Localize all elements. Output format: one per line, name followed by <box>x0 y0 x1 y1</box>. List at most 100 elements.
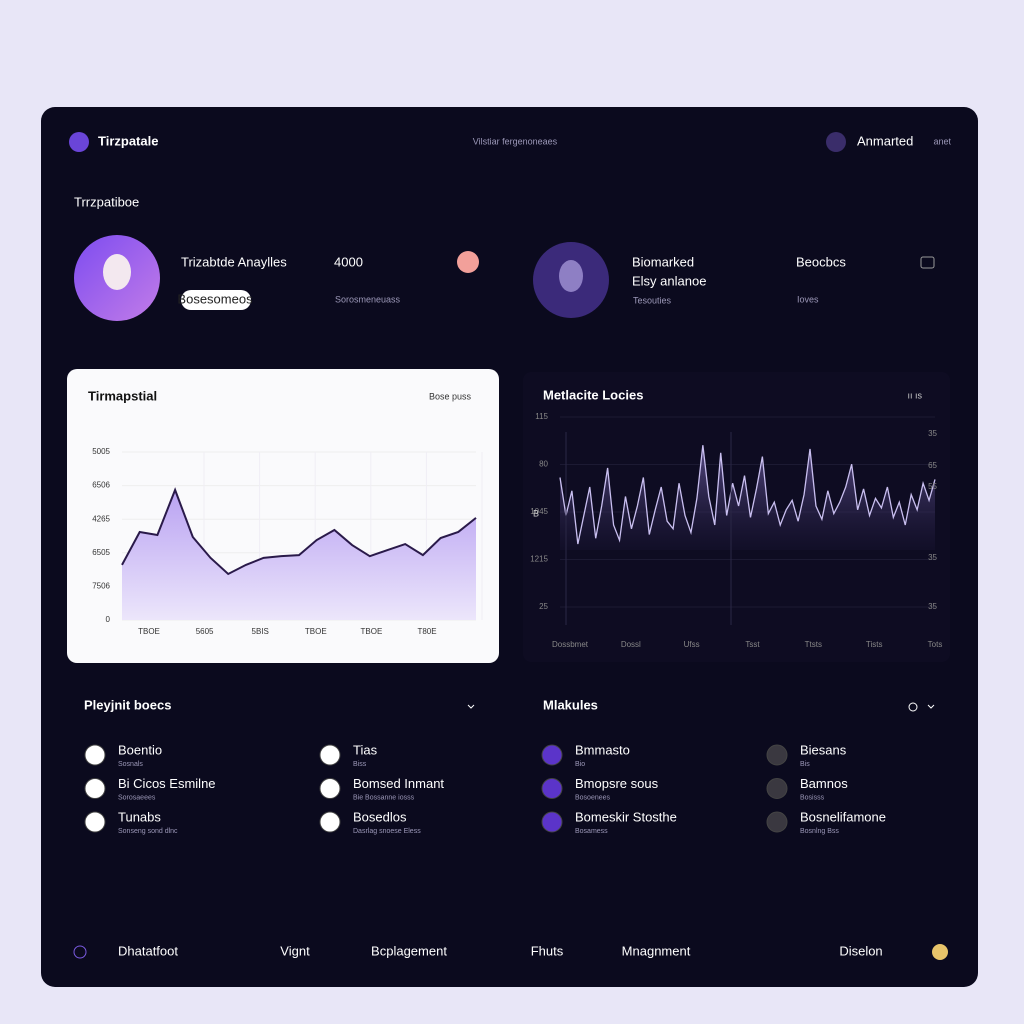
line <box>121 487 477 576</box>
nav-text: Vilstiar fergenoneaes <box>473 136 558 146</box>
user-name: Anmarted <box>857 133 913 148</box>
chart-title: Tirmapstial <box>88 388 157 403</box>
item-icon <box>541 744 563 766</box>
x-tick-label: 5605 <box>196 627 214 636</box>
logo <box>69 132 89 152</box>
option[interactable] <box>908 702 918 712</box>
item-sub: Bio <box>575 761 585 768</box>
item-sub: Biss <box>353 761 367 768</box>
y-tick-label: 7506 <box>92 582 110 591</box>
item-sub: Sosnals <box>118 761 143 768</box>
item-title: Bomeskir Stosthe <box>575 809 677 824</box>
item-title: Biesans <box>800 742 847 757</box>
avatar-face <box>103 254 131 290</box>
profile-icon[interactable] <box>457 251 479 273</box>
stat-note: Sorosmeneuass <box>335 294 401 304</box>
item-title: Bmmasto <box>575 742 630 757</box>
item-title: Tunabs <box>118 809 161 824</box>
y2-tick-label: 55 <box>928 482 937 491</box>
panel <box>41 107 978 987</box>
list-title: Mlakules <box>543 697 598 712</box>
y-tick-label: 25 <box>539 602 548 611</box>
item-sub: Bis <box>800 761 810 768</box>
item-sub: Sorosaeees <box>118 794 156 801</box>
profile-note: Tesouties <box>633 295 672 305</box>
legend: ıı ıs <box>907 390 922 400</box>
item-sub: Bosamess <box>575 828 608 835</box>
y2-tick-label: 65 <box>928 461 937 470</box>
y-tick-label: 0 <box>106 615 111 624</box>
avatar-face <box>559 260 583 292</box>
profile-name: Trizabtde Anaylles <box>181 254 287 269</box>
item-title: Bosnelifamone <box>800 809 886 824</box>
item-sub: Bosnlng Bss <box>800 828 839 835</box>
user-avatar[interactable] <box>826 132 846 152</box>
y2-tick-label: 35 <box>928 553 937 562</box>
y-tick-label: 1215 <box>530 555 548 564</box>
y2-tick-label: 35 <box>928 429 937 438</box>
chart-filter: Bose puss <box>429 391 472 401</box>
x-tick-label: Tsst <box>745 640 760 649</box>
brand: Tirzpatale <box>98 133 158 148</box>
item-title: Bi Cicos Esmilne <box>118 776 216 791</box>
stat-note: Ioves <box>797 294 819 304</box>
item-sub: Bosisss <box>800 794 825 801</box>
item-sub: Bosoenees <box>575 794 611 801</box>
item-title: Bomsed Inmant <box>353 776 444 791</box>
x-tick-label: Tists <box>866 640 883 649</box>
item-sub: Sonseng sond dlnc <box>118 828 178 835</box>
item-icon <box>84 811 106 833</box>
chevron[interactable] <box>927 704 935 709</box>
footer-link[interactable]: Mnagnment <box>622 943 691 958</box>
x-tick-label: Dossbmet <box>552 640 589 649</box>
item-icon <box>319 778 341 799</box>
item-icon <box>84 778 106 799</box>
axis-label: B <box>533 508 539 518</box>
y-tick-label: 115 <box>535 412 548 421</box>
footer-link[interactable]: Bcplagement <box>371 943 447 958</box>
item-title: Tias <box>353 742 378 757</box>
footer-link[interactable]: Fhuts <box>531 943 564 958</box>
chevron[interactable] <box>467 704 475 709</box>
y-tick-label: 6505 <box>92 548 110 557</box>
item-icon <box>84 744 106 766</box>
menu: anet <box>933 136 951 146</box>
x-tick-label: Ttsts <box>805 640 822 649</box>
button-label: Bosesomeos <box>177 291 253 306</box>
x-tick-label: Ufss <box>684 640 700 649</box>
area <box>122 489 476 620</box>
footer-link[interactable]: Vignt <box>280 943 310 958</box>
footer-icon <box>73 945 87 959</box>
x-tick-label: 5BIS <box>252 627 269 636</box>
x-tick-label: TBOE <box>361 627 383 636</box>
item-sub: Dasrlag snoese Eless <box>353 828 421 835</box>
line <box>559 445 936 545</box>
item-icon <box>541 811 563 833</box>
x-tick-label: TBOE <box>138 627 160 636</box>
x-tick-label: T80E <box>417 627 436 636</box>
item-icon <box>541 778 563 799</box>
profile-icon[interactable] <box>920 256 935 269</box>
x-tick-label: Dossl <box>621 640 641 649</box>
footer-icon[interactable] <box>932 944 948 960</box>
x-tick-label: Tots <box>928 640 943 649</box>
list-title: Pleyjnit boecs <box>84 697 171 712</box>
item-title: Boentio <box>118 742 162 757</box>
item-title: Bmopsre sous <box>575 776 659 791</box>
x-tick-label: TBOE <box>305 627 327 636</box>
item-icon <box>766 778 788 799</box>
y-tick-label: 5005 <box>92 447 110 456</box>
profile-subtitle: Elsy anlanoe <box>632 273 706 288</box>
item-title: Bamnos <box>800 776 848 791</box>
y-tick-label: 80 <box>539 460 548 469</box>
footer-link[interactable]: Diselon <box>839 943 882 958</box>
footer-link[interactable]: Dhatatfoot <box>118 943 178 958</box>
profile-button[interactable] <box>181 290 251 310</box>
item-sub: Bie Bossanne iosss <box>353 794 415 801</box>
stat: 4000 <box>334 254 363 269</box>
chart-title: Metlacite Locies <box>543 387 643 402</box>
item-icon <box>766 811 788 833</box>
item-icon <box>319 744 341 766</box>
